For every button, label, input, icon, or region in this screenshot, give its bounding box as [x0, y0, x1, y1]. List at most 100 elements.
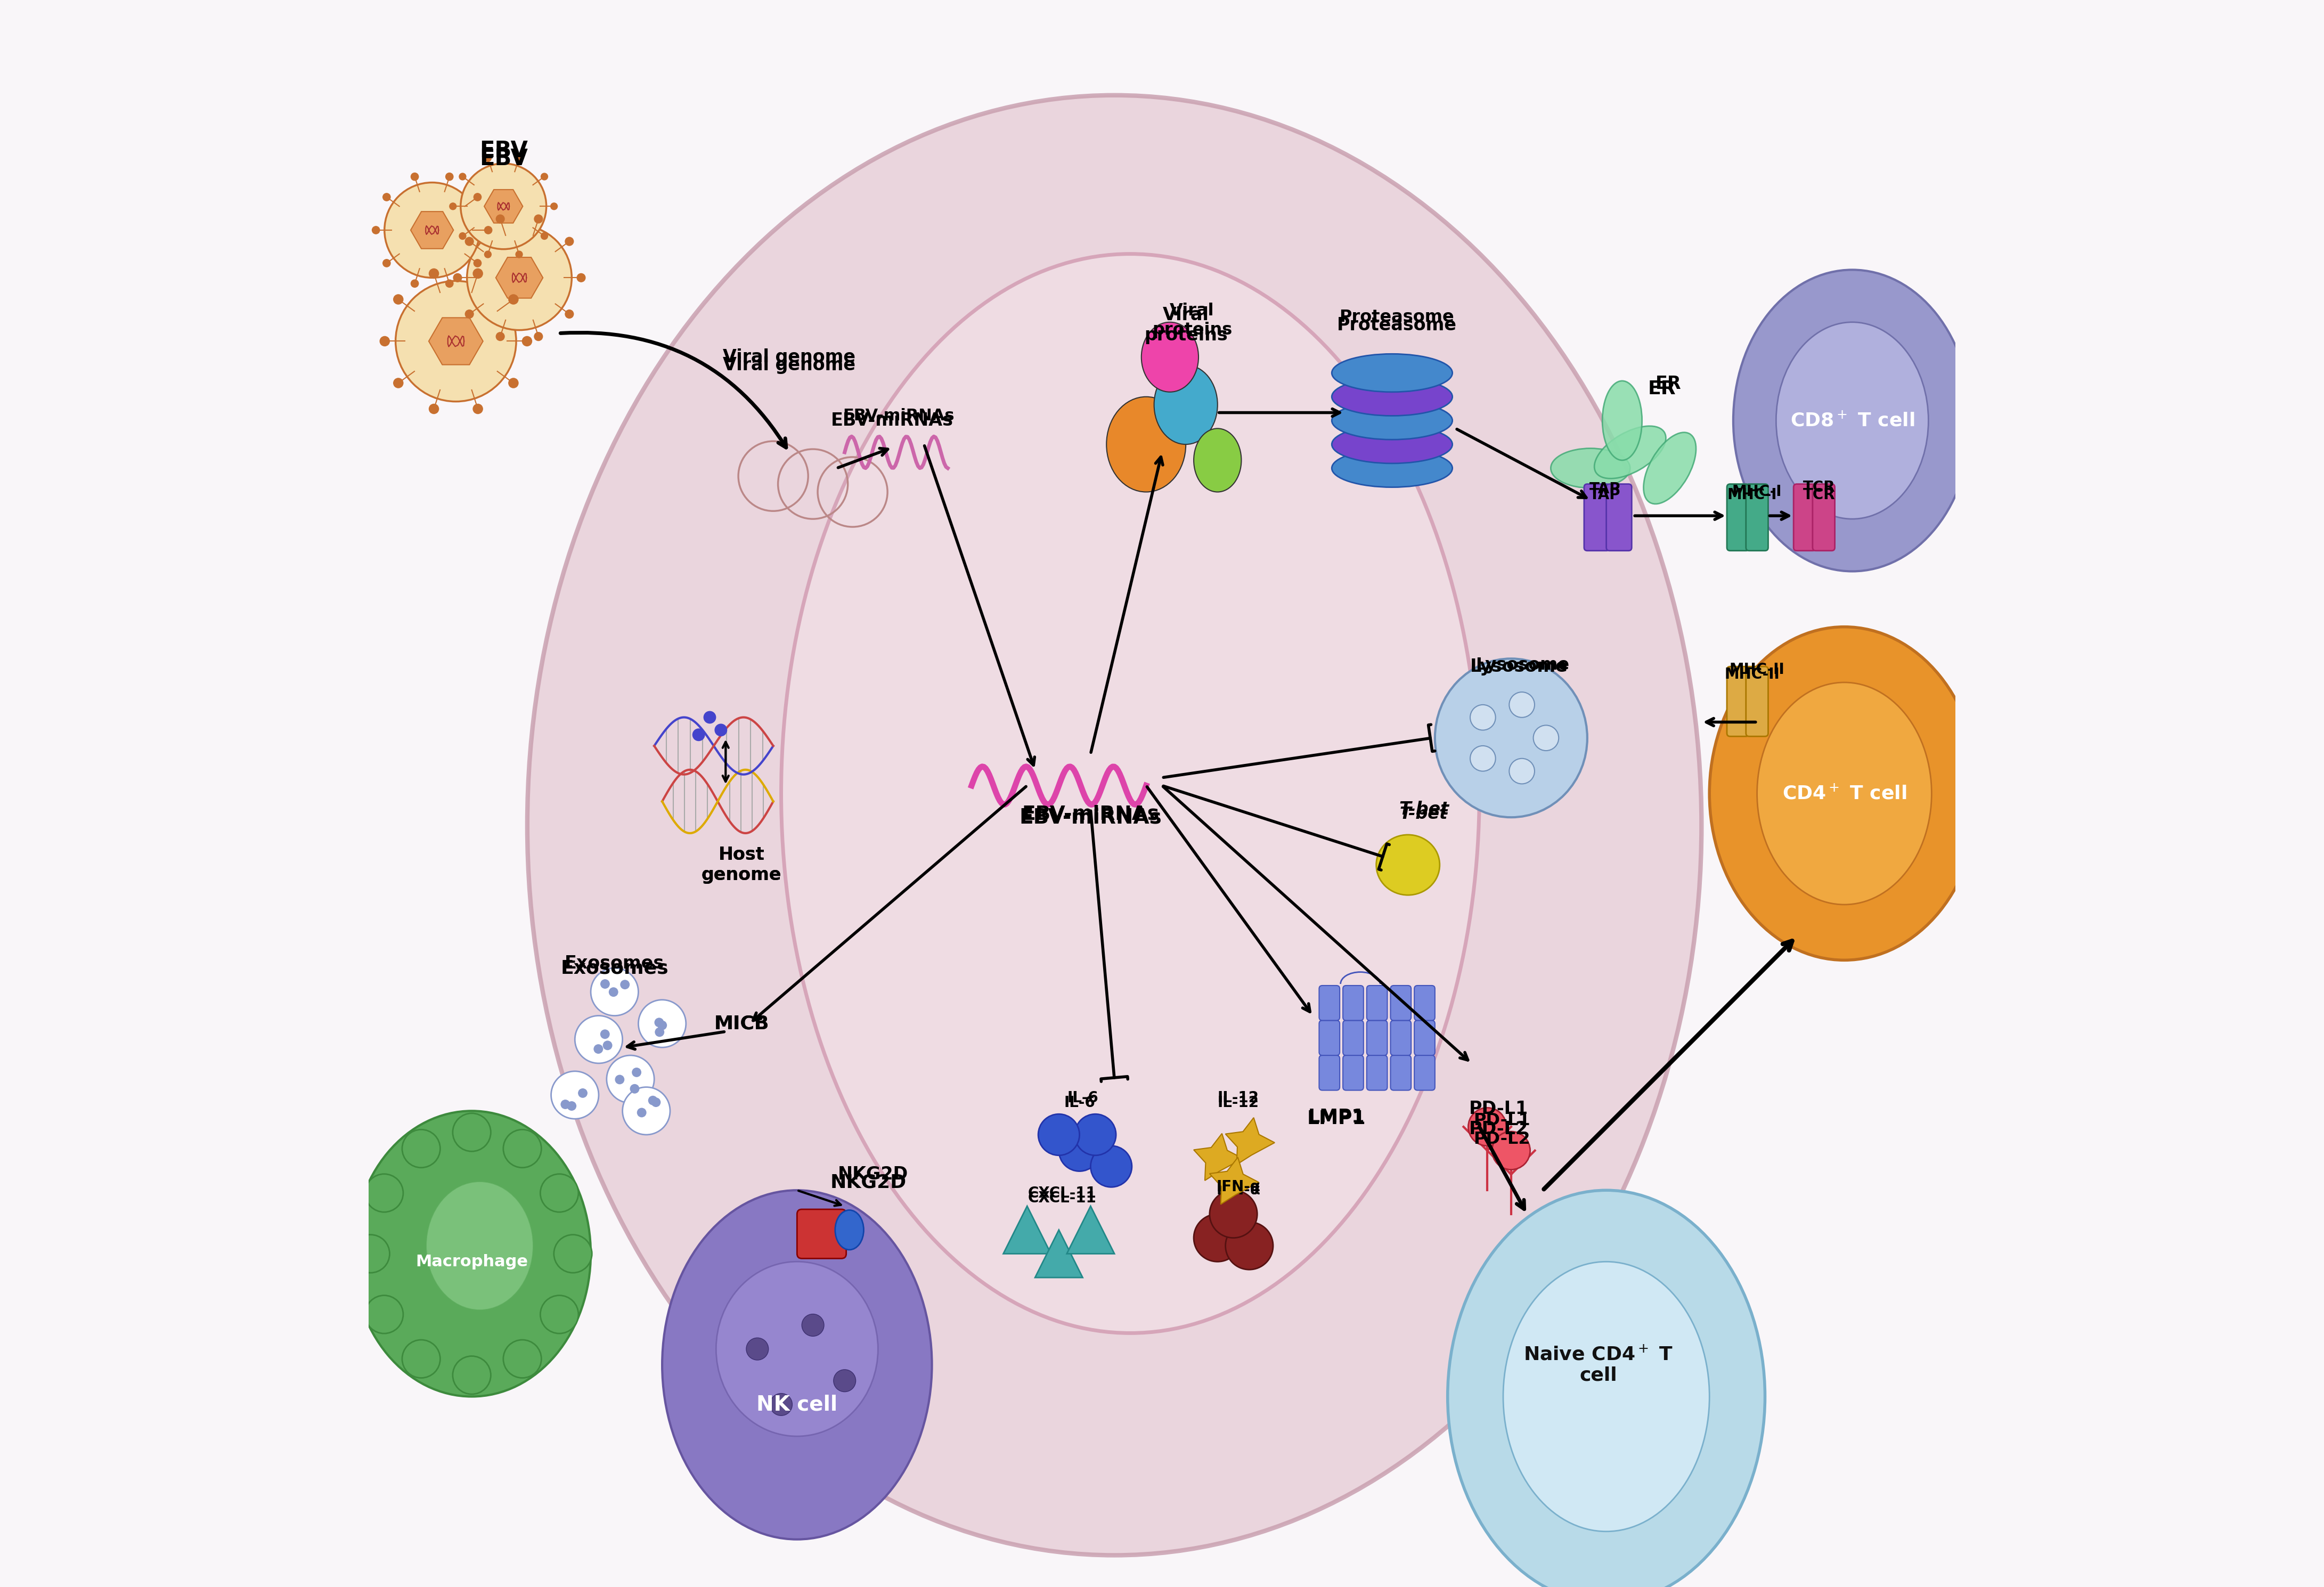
Text: Exosomes: Exosomes [560, 959, 669, 978]
PathPatch shape [483, 189, 523, 224]
Circle shape [495, 332, 504, 341]
Circle shape [541, 173, 548, 179]
Circle shape [1074, 1114, 1116, 1155]
Polygon shape [1195, 1133, 1243, 1181]
FancyBboxPatch shape [1367, 1055, 1387, 1090]
Ellipse shape [1448, 1190, 1764, 1587]
Circle shape [693, 728, 704, 741]
FancyBboxPatch shape [1415, 1055, 1434, 1090]
Text: MHC-I: MHC-I [1731, 484, 1783, 500]
Circle shape [474, 268, 483, 278]
Ellipse shape [1106, 397, 1185, 492]
Circle shape [609, 987, 618, 997]
Ellipse shape [1332, 378, 1453, 416]
Circle shape [509, 378, 518, 387]
Circle shape [746, 1338, 769, 1360]
FancyBboxPatch shape [1320, 1020, 1339, 1055]
Circle shape [516, 156, 523, 162]
Circle shape [495, 214, 504, 224]
Circle shape [365, 1295, 402, 1333]
FancyBboxPatch shape [1367, 1020, 1387, 1055]
Circle shape [402, 1130, 439, 1168]
Text: Host
genome: Host genome [702, 846, 781, 884]
Text: TCR: TCR [1803, 487, 1836, 503]
Ellipse shape [1434, 659, 1587, 817]
Text: EBV-miRNAs: EBV-miRNAs [844, 408, 955, 424]
Circle shape [1471, 746, 1497, 771]
Text: Lysosome: Lysosome [1471, 657, 1569, 676]
Ellipse shape [1332, 449, 1453, 487]
Circle shape [351, 1235, 390, 1273]
Circle shape [467, 225, 572, 330]
Circle shape [618, 1078, 627, 1087]
Text: Naive CD4$^+$ T
cell: Naive CD4$^+$ T cell [1525, 1346, 1673, 1384]
Ellipse shape [662, 1190, 932, 1539]
Circle shape [1469, 1108, 1506, 1146]
Ellipse shape [1332, 354, 1453, 392]
Text: CD4$^+$ T cell: CD4$^+$ T cell [1783, 784, 1906, 803]
Text: LMP1: LMP1 [1308, 1108, 1364, 1127]
Text: Viral genome: Viral genome [723, 355, 855, 375]
Circle shape [365, 1174, 402, 1212]
Text: EBV-miRNAs: EBV-miRNAs [1020, 808, 1162, 827]
Ellipse shape [1332, 425, 1453, 463]
Text: Proteasome: Proteasome [1336, 316, 1457, 335]
FancyBboxPatch shape [1606, 484, 1631, 551]
Circle shape [648, 1020, 658, 1030]
Text: TAP: TAP [1590, 481, 1620, 497]
Circle shape [509, 295, 518, 305]
Text: NKG2D: NKG2D [830, 1173, 906, 1192]
Circle shape [600, 1036, 609, 1046]
Circle shape [590, 968, 639, 1016]
FancyBboxPatch shape [1727, 667, 1750, 736]
Circle shape [460, 173, 467, 179]
Circle shape [446, 279, 453, 287]
PathPatch shape [428, 317, 483, 365]
Circle shape [616, 979, 625, 989]
Text: LMP1: LMP1 [1306, 1109, 1367, 1128]
Circle shape [453, 273, 462, 282]
Text: Host
genome: Host genome [702, 846, 781, 884]
Circle shape [465, 236, 474, 246]
Circle shape [1060, 1130, 1099, 1171]
Ellipse shape [425, 1181, 532, 1311]
Circle shape [607, 1055, 655, 1103]
Circle shape [1039, 1114, 1078, 1155]
Circle shape [474, 259, 481, 267]
Circle shape [769, 1393, 792, 1416]
Text: Viral
proteins: Viral proteins [1143, 306, 1227, 344]
Text: CXCL-11: CXCL-11 [1027, 1185, 1097, 1201]
Circle shape [372, 227, 379, 233]
Circle shape [516, 251, 523, 257]
FancyBboxPatch shape [797, 1209, 846, 1258]
Ellipse shape [781, 254, 1480, 1333]
Circle shape [453, 1114, 490, 1152]
Text: Macrophage: Macrophage [416, 1254, 528, 1270]
Circle shape [539, 1295, 579, 1333]
Ellipse shape [1376, 835, 1439, 895]
Circle shape [653, 1009, 662, 1019]
Circle shape [565, 236, 574, 246]
Circle shape [474, 194, 481, 202]
FancyBboxPatch shape [1343, 1055, 1364, 1090]
Circle shape [402, 1339, 439, 1378]
Text: CXCL-11: CXCL-11 [1027, 1190, 1097, 1206]
Circle shape [411, 279, 418, 287]
FancyBboxPatch shape [1390, 1055, 1411, 1090]
Circle shape [383, 183, 479, 278]
Circle shape [713, 724, 727, 736]
Circle shape [535, 214, 541, 224]
Ellipse shape [1141, 322, 1199, 392]
Circle shape [1471, 705, 1497, 730]
Circle shape [411, 173, 418, 181]
Text: MHC-II: MHC-II [1724, 667, 1780, 682]
Ellipse shape [1550, 449, 1629, 489]
Circle shape [1508, 759, 1534, 784]
Polygon shape [1208, 1157, 1260, 1205]
Text: CD8$^+$ T cell: CD8$^+$ T cell [1789, 411, 1915, 430]
Text: T-bet: T-bet [1399, 800, 1448, 819]
Circle shape [541, 233, 548, 240]
Circle shape [1208, 1190, 1257, 1238]
Circle shape [1534, 725, 1559, 751]
Ellipse shape [1332, 402, 1453, 440]
